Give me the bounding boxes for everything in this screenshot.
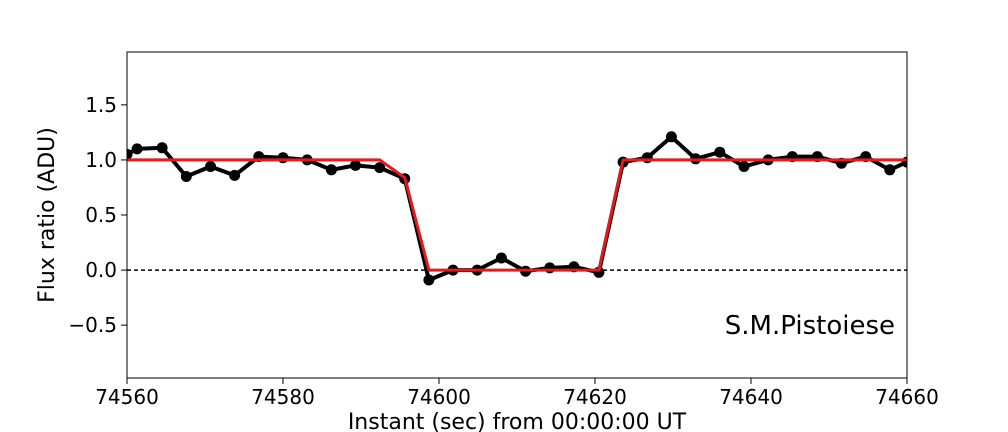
observed-flux-point bbox=[350, 159, 361, 171]
observed-flux-point bbox=[423, 274, 435, 286]
observed-flux-point bbox=[131, 143, 143, 155]
y-tick-label: 1.0 bbox=[85, 148, 117, 172]
x-tick-label: 74620 bbox=[563, 385, 627, 409]
observed-flux-point bbox=[495, 252, 507, 264]
x-axis: 74560 74580 74600 74620 74640 74660 bbox=[95, 378, 939, 409]
observed-flux-line bbox=[127, 134, 907, 282]
observed-flux-point bbox=[127, 148, 133, 160]
observed-flux-point bbox=[277, 152, 289, 164]
observed-flux-point bbox=[229, 169, 241, 181]
y-tick-label: 1.5 bbox=[85, 93, 117, 117]
y-tick-label: −0.5 bbox=[68, 313, 117, 337]
y-axis: −0.5 0.0 0.5 1.0 1.5 bbox=[68, 93, 127, 337]
observed-flux-point bbox=[665, 131, 677, 143]
plot-contents bbox=[127, 131, 907, 286]
observed-flux-point bbox=[738, 161, 750, 172]
observed-flux-point bbox=[180, 171, 192, 182]
model-fit-line bbox=[127, 158, 907, 272]
y-tick-label: 0.0 bbox=[85, 258, 117, 282]
observed-flux-point bbox=[205, 161, 216, 172]
annotation-label: S.M.Pistoiese bbox=[725, 311, 895, 341]
observed-flux-point bbox=[714, 146, 726, 158]
observed-flux-point bbox=[641, 152, 653, 164]
observed-flux-point bbox=[325, 164, 337, 176]
y-axis-label: Flux ratio (ADU) bbox=[35, 127, 60, 303]
observed-flux-point bbox=[884, 164, 896, 176]
x-tick-label: 74560 bbox=[95, 385, 159, 409]
y-tick-label: 0.5 bbox=[85, 203, 117, 227]
x-tick-label: 74580 bbox=[251, 385, 315, 409]
x-tick-label: 74640 bbox=[719, 385, 783, 409]
observed-flux-point bbox=[156, 142, 168, 154]
x-axis-label: Instant (sec) from 00:00:00 UT bbox=[348, 410, 687, 432]
plot-area bbox=[127, 131, 907, 286]
observed-flux-point bbox=[374, 162, 386, 174]
x-tick-label: 74600 bbox=[407, 385, 471, 409]
x-tick-label: 74660 bbox=[875, 385, 939, 409]
observed-flux-point bbox=[544, 262, 556, 274]
